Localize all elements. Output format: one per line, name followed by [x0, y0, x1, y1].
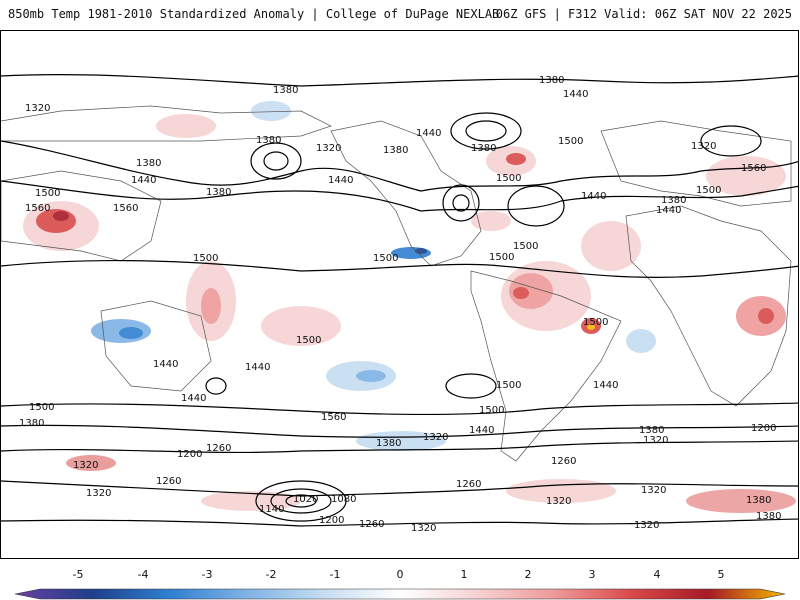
coastlines: [1, 105, 792, 462]
contour-label: 1260: [206, 443, 231, 454]
contour-label: 1560: [113, 203, 138, 214]
contour-label: 1380: [539, 75, 564, 86]
contour-label: 1440: [656, 205, 681, 216]
colorbar-tick-label: -3: [201, 568, 213, 581]
anomaly-map: 1380 1380 1320 1380 1440 1500 1560 1560 …: [1, 74, 798, 534]
contour-label: 1320: [86, 488, 111, 499]
contour-label: 1380: [661, 195, 686, 206]
contour-label: 1500: [496, 173, 521, 184]
colorbar-tick-label: -2: [265, 568, 277, 581]
contour-label: 1200: [751, 423, 776, 434]
contour-labels: 1380 1380 1320 1380 1440 1500 1560 1560 …: [19, 75, 781, 534]
model-valid-time: 06Z GFS | F312 Valid: 06Z SAT NOV 22 202…: [495, 7, 792, 21]
colorbar: -5 -4 -3 -2 -1 0 1 2 3 4 5: [0, 568, 800, 600]
contour-label: 1500: [35, 188, 60, 199]
contour-label: 1380: [376, 438, 401, 449]
contour-label: 1440: [416, 128, 441, 139]
contour-label: 1320: [316, 143, 341, 154]
contour-label: 1440: [581, 191, 606, 202]
contour-label: 1320: [641, 485, 666, 496]
colorbar-tick-label: 3: [588, 568, 596, 581]
contour-label: 1320: [423, 432, 448, 443]
contour-label: 1320: [25, 103, 50, 114]
contour-label: 1380: [471, 143, 496, 154]
contour-label: 1320: [411, 523, 436, 534]
contour-label: 1440: [469, 425, 494, 436]
contour-label: 1380: [756, 511, 781, 522]
contour-label: 1500: [479, 405, 504, 416]
contour-label: 1200: [319, 515, 344, 526]
contour-label: 1500: [193, 253, 218, 264]
contour-label: 1140: [259, 504, 284, 515]
contour-label: 1380: [256, 135, 281, 146]
contour-label: 1320: [634, 520, 659, 531]
colorbar-tick-label: 5: [717, 568, 725, 581]
colorbar-tick-label: 2: [524, 568, 532, 581]
height-contours: [1, 74, 798, 527]
contour-label: 1260: [456, 479, 481, 490]
contour-label: 1440: [593, 380, 618, 391]
contour-label: 1380: [746, 495, 771, 506]
contour-label: 1500: [489, 252, 514, 263]
contour-label: 1440: [181, 393, 206, 404]
contour-label: 1260: [551, 456, 576, 467]
contour-label: 1440: [131, 175, 156, 186]
contour-label: 1560: [321, 412, 346, 423]
map-panel[interactable]: 1380 1380 1320 1380 1440 1500 1560 1560 …: [0, 30, 799, 559]
colorbar-tick-label: -5: [72, 568, 84, 581]
colorbar-gradient: [14, 588, 786, 600]
contour-label: 1440: [328, 175, 353, 186]
contour-label: 1260: [359, 519, 384, 530]
contour-label: 1380: [206, 187, 231, 198]
colorbar-tick-label: 1: [460, 568, 468, 581]
colorbar-tick-label: 4: [653, 568, 661, 581]
contour-label: 1500: [583, 317, 608, 328]
contour-label: 1080: [331, 494, 356, 505]
contour-label: 1260: [156, 476, 181, 487]
contour-label: 1380: [383, 145, 408, 156]
map-title: 850mb Temp 1981-2010 Standardized Anomal…: [8, 7, 500, 21]
contour-label: 1500: [496, 380, 521, 391]
contour-label: 1500: [696, 185, 721, 196]
colorbar-tick-label: -1: [329, 568, 341, 581]
contour-label: 1200: [177, 449, 202, 460]
contour-label: 1320: [73, 460, 98, 471]
contour-label: 1500: [296, 335, 321, 346]
contour-label: 1500: [558, 136, 583, 147]
contour-label: 1380: [273, 85, 298, 96]
contour-label: 1560: [25, 203, 50, 214]
colorbar-tick-label: -4: [137, 568, 149, 581]
contour-label: 1440: [245, 362, 270, 373]
contour-label: 1500: [513, 241, 538, 252]
contour-label: 1500: [29, 402, 54, 413]
contour-label: 1020: [293, 494, 318, 505]
contour-label: 1320: [691, 141, 716, 152]
anomaly-shading: [23, 101, 796, 513]
contour-label: 1380: [639, 425, 664, 436]
contour-label: 1440: [563, 89, 588, 100]
contour-label: 1320: [643, 435, 668, 446]
header: 850mb Temp 1981-2010 Standardized Anomal…: [0, 0, 800, 30]
contour-label: 1380: [136, 158, 161, 169]
contour-label: 1560: [741, 163, 766, 174]
contour-label: 1320: [546, 496, 571, 507]
colorbar-tick-label: 0: [396, 568, 404, 581]
contour-label: 1380: [19, 418, 44, 429]
contour-label: 1500: [373, 253, 398, 264]
contour-label: 1440: [153, 359, 178, 370]
